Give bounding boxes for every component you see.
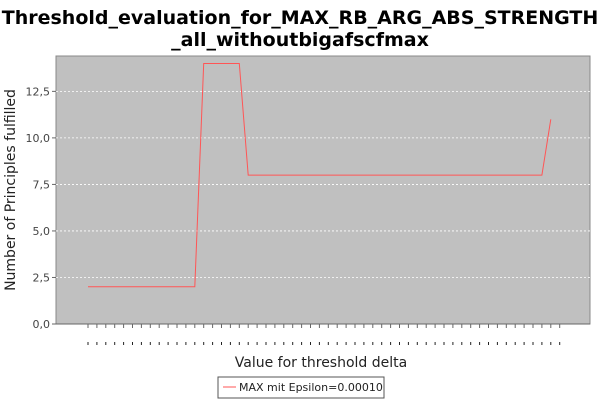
chart-title-line-1: Threshold_evaluation_for_MAX_RB_ARG_ABS_… [2, 7, 599, 29]
legend: MAX mit Epsilon=0.00010 [217, 376, 385, 399]
legend-entry: MAX mit Epsilon=0.00010 [239, 381, 383, 394]
series-layer [88, 62, 552, 288]
legend-box [217, 376, 385, 399]
y-tick-label: 12,5 [26, 85, 51, 98]
y-axis: 0,0 2,5 5,0 7,5 10,0 12,5 [26, 85, 56, 331]
x-axis [56, 323, 590, 345]
plot-area [55, 55, 591, 325]
y-axis-label: Number of Principles fulfilled [3, 89, 19, 291]
y-tick-label: 0,0 [33, 318, 51, 331]
series-line [88, 62, 552, 288]
chart-title-line-2: _all_withoutbigafscfmax [171, 29, 429, 51]
x-axis-label: Value for threshold delta [235, 355, 407, 371]
y-tick-label: 7,5 [33, 178, 51, 191]
grid-lines [56, 90, 590, 278]
y-tick-label: 10,0 [26, 132, 51, 145]
y-tick-label: 5,0 [33, 225, 51, 238]
y-tick-label: 2,5 [33, 271, 51, 284]
